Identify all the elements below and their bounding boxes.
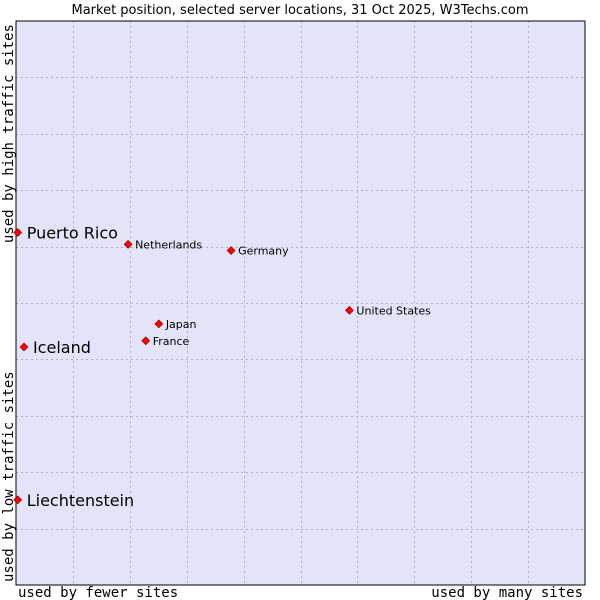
data-point-france [141,336,151,346]
plot-frame [15,20,586,586]
chart-title: Market position, selected server locatio… [71,3,528,18]
data-point-germany [226,246,236,255]
data-point-united-states [345,305,354,315]
data-label-japan: Japan [165,318,197,331]
plot-area [16,21,585,585]
data-point-puerto-rico [13,228,23,237]
data-label-germany: Germany [238,245,289,258]
data-point-liechtenstein [13,495,23,505]
data-label-netherlands: Netherlands [135,238,202,251]
data-point-japan [154,319,164,329]
x-axis-label-left: used by fewer sites [18,585,178,600]
y-axis-label-top: used by high traffic sites [1,24,17,243]
data-label-puerto-rico: Puerto Rico [27,224,118,243]
x-axis-label-right: used by many sites [431,585,583,600]
y-axis-label-bottom: used by low traffic sites [1,371,17,582]
data-label-liechtenstein: Liechtenstein [27,491,134,510]
data-label-france: France [153,335,190,348]
data-label-united-states: United States [356,304,431,317]
points-layer: Puerto Rico Iceland Liechtenstein Netherlan… [13,224,431,510]
grid-lines [16,21,585,585]
data-point-netherlands [123,239,133,249]
data-point-iceland [19,342,29,352]
data-label-iceland: Iceland [33,338,91,357]
